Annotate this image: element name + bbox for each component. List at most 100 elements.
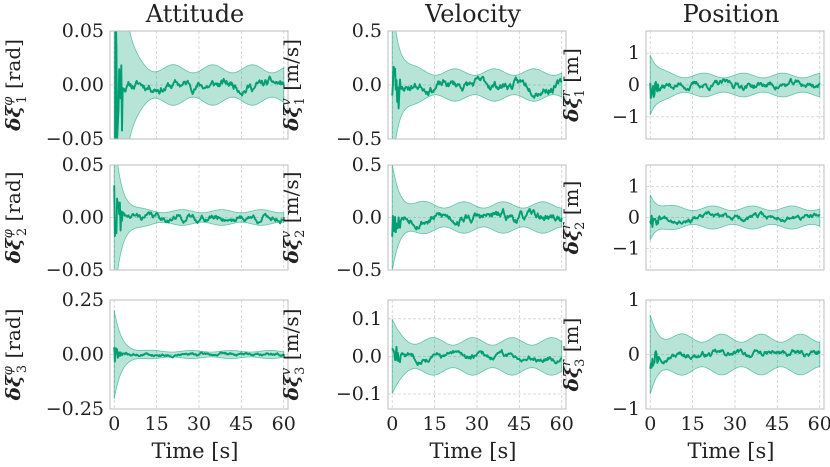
panel-r2-c2: −0.5 0.0 0.5 δξv2 [m/s]: [279, 154, 567, 281]
y-tick-label: 0.5: [352, 20, 382, 42]
x-tick-label: 0: [644, 413, 656, 435]
x-tick-label: 30: [187, 413, 211, 435]
confidence-band: [391, 31, 563, 139]
y-tick-label: −0.1: [336, 383, 382, 405]
plot-area: [649, 54, 821, 116]
error-series-line: [114, 31, 285, 139]
x-tick-label: 0: [386, 413, 398, 435]
x-axis-label-velocity: Time [s]: [430, 439, 517, 463]
y-tick-label: 0.5: [352, 154, 382, 176]
error-series-line: [649, 348, 821, 369]
y-tick-label: −1: [612, 106, 640, 128]
y-tick-label: 0.25: [62, 289, 104, 311]
y-tick-label: 1: [628, 176, 640, 198]
error-series-line: [391, 345, 563, 367]
error-series-line: [649, 210, 821, 228]
column-title-velocity: Velocity: [424, 0, 521, 28]
y-axis-label: δξv2 [m/s]: [279, 172, 308, 265]
y-tick-label: −1: [612, 237, 640, 259]
y-tick-label: −0.05: [46, 128, 104, 150]
plot-area: [113, 310, 285, 399]
y-tick-label: 1: [628, 289, 640, 311]
x-tick-label: 0: [108, 413, 120, 435]
x-tick-label: 45: [765, 413, 789, 435]
y-tick-label: 0.0: [352, 207, 382, 229]
x-tick-label: 15: [681, 413, 705, 435]
y-axis-label: δξv1 [m/s]: [279, 39, 308, 132]
axes-frame: [387, 299, 567, 410]
x-tick-label: 30: [465, 413, 489, 435]
y-tick-label: 0.1: [352, 308, 382, 330]
plot-area: [391, 165, 563, 270]
y-tick-label: 0.05: [62, 20, 104, 42]
y-tick-label: −0.25: [46, 398, 104, 420]
x-axis-label-attitude: Time [s]: [152, 439, 239, 463]
confidence-band: [649, 314, 821, 395]
panel-r1-c1: −0.05 0.00 0.05 δξφ1 [rad]: [1, 20, 289, 150]
y-tick-label: 0.05: [62, 154, 104, 176]
y-tick-label: 1: [628, 42, 640, 64]
axes-frame: [109, 30, 289, 140]
panel-r3-c1: −0.25 0.00 0.25 0 15 30 45 60 δξφ3 [rad]: [1, 289, 296, 435]
column-title-position: Position: [683, 0, 780, 28]
y-tick-label: 0: [628, 74, 640, 96]
y-axis-label: δξφ3 [rad]: [1, 309, 30, 402]
axes-frame: [645, 299, 825, 410]
plot-area: [113, 31, 285, 139]
axes-frame: [645, 164, 825, 271]
panel-r2-c1: −0.05 0.00 0.05 δξφ2 [rad]: [1, 154, 289, 281]
plot-area: [649, 194, 821, 241]
error-series-line: [391, 208, 563, 237]
y-tick-label: 0.00: [62, 344, 104, 366]
x-tick-label: 60: [808, 413, 830, 435]
x-tick-label: 60: [550, 413, 574, 435]
plot-area: [649, 314, 821, 395]
x-tick-label: 30: [723, 413, 747, 435]
panel-r1-c3: −1 0 1 δξr1 [m]: [559, 30, 825, 140]
y-tick-label: −0.05: [46, 259, 104, 281]
confidence-band: [113, 165, 285, 270]
axes-frame: [387, 164, 567, 271]
error-series-line: [649, 77, 821, 99]
error-series-line: [113, 347, 285, 363]
y-tick-label: 0.0: [352, 345, 382, 367]
x-tick-label: 15: [423, 413, 447, 435]
axes-frame: [387, 30, 567, 140]
plot-area: [391, 31, 563, 139]
y-axis-label: δξv3 [m/s]: [279, 309, 308, 402]
y-tick-label: −0.5: [336, 259, 382, 281]
x-tick-label: 45: [229, 413, 253, 435]
confidence-band: [391, 318, 563, 394]
error-series-line: [391, 65, 563, 110]
y-axis-label: δξr2 [m]: [559, 181, 588, 256]
x-tick-label: 45: [507, 413, 531, 435]
axes-frame: [109, 299, 289, 410]
axes-frame: [109, 164, 289, 271]
plot-area: [391, 318, 563, 394]
x-tick-label: 60: [272, 413, 296, 435]
panel-r3-c2: −0.1 0.0 0.1 0 15 30 45 60 δξv3 [m/s]: [279, 299, 574, 435]
y-tick-label: −1: [612, 398, 640, 420]
column-title-attitude: Attitude: [145, 0, 245, 28]
y-axis-label: δξφ2 [rad]: [1, 172, 30, 265]
y-tick-label: 0: [628, 344, 640, 366]
y-tick-label: 0: [628, 207, 640, 229]
y-axis-label: δξφ1 [rad]: [1, 39, 30, 132]
y-axis-label: δξr1 [m]: [559, 48, 588, 123]
y-tick-label: 0.00: [62, 74, 104, 96]
y-tick-label: −0.5: [336, 128, 382, 150]
error-series-line: [113, 185, 285, 237]
x-tick-label: 15: [145, 413, 169, 435]
confidence-band: [391, 165, 563, 270]
y-tick-label: 0.0: [352, 74, 382, 96]
plot-area: [113, 165, 285, 270]
axes-frame: [645, 30, 825, 140]
y-axis-label: δξr3 [m]: [559, 318, 588, 393]
x-axis-label-position: Time [s]: [688, 439, 775, 463]
panel-r1-c2: −0.5 0.0 0.5 δξv1 [m/s]: [279, 20, 567, 150]
y-tick-label: 0.00: [62, 207, 104, 229]
panel-r2-c3: −1 0 1 δξr2 [m]: [559, 164, 825, 271]
